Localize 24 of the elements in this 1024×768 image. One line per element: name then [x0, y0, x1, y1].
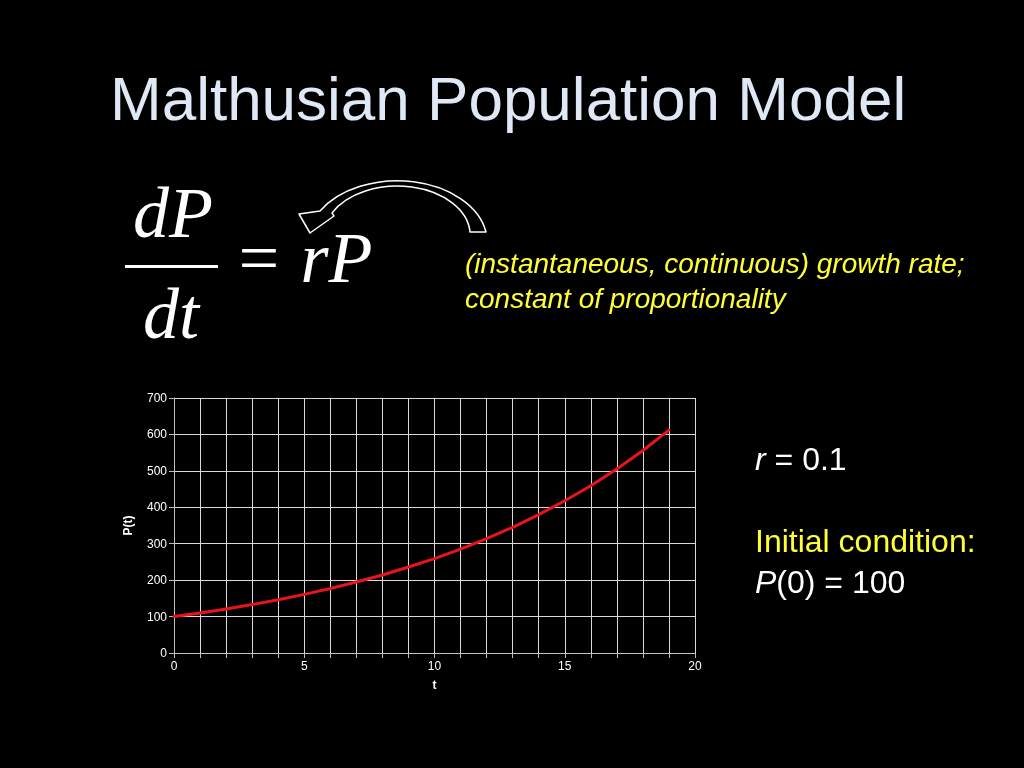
y-axis-title: P(t) — [121, 515, 135, 536]
x-axis-title: t — [432, 678, 437, 692]
x-tick-label: 10 — [427, 659, 442, 673]
text: r = 0.1 — [755, 441, 847, 477]
y-tick-label: 500 — [146, 463, 168, 478]
y-tick-label: 700 — [146, 391, 168, 405]
text: (instantaneous, continuous) growth rate; constant of proportionality — [465, 247, 966, 316]
y-tick-label: 0 — [160, 646, 168, 660]
chart-title: Malthusian Population Model — [110, 64, 907, 133]
text: = rP — [234, 218, 373, 298]
x-tick-label: 20 — [688, 659, 702, 673]
y-tick-label: 100 — [146, 609, 168, 624]
x-tick-label: 0 — [170, 659, 178, 673]
y-tick-label: 200 — [146, 573, 168, 588]
text: dP — [133, 173, 213, 253]
text: P(0) = 100 — [755, 564, 906, 600]
line-series — [172, 428, 671, 619]
y-tick-label: 300 — [146, 536, 168, 551]
y-tick-label: 400 — [146, 500, 168, 515]
text: dt — [143, 274, 200, 354]
x-tick-label: 5 — [300, 659, 308, 673]
x-tick-label: 15 — [558, 659, 572, 673]
text: Initial condition: — [755, 523, 976, 559]
y-tick-label: 600 — [146, 427, 168, 442]
